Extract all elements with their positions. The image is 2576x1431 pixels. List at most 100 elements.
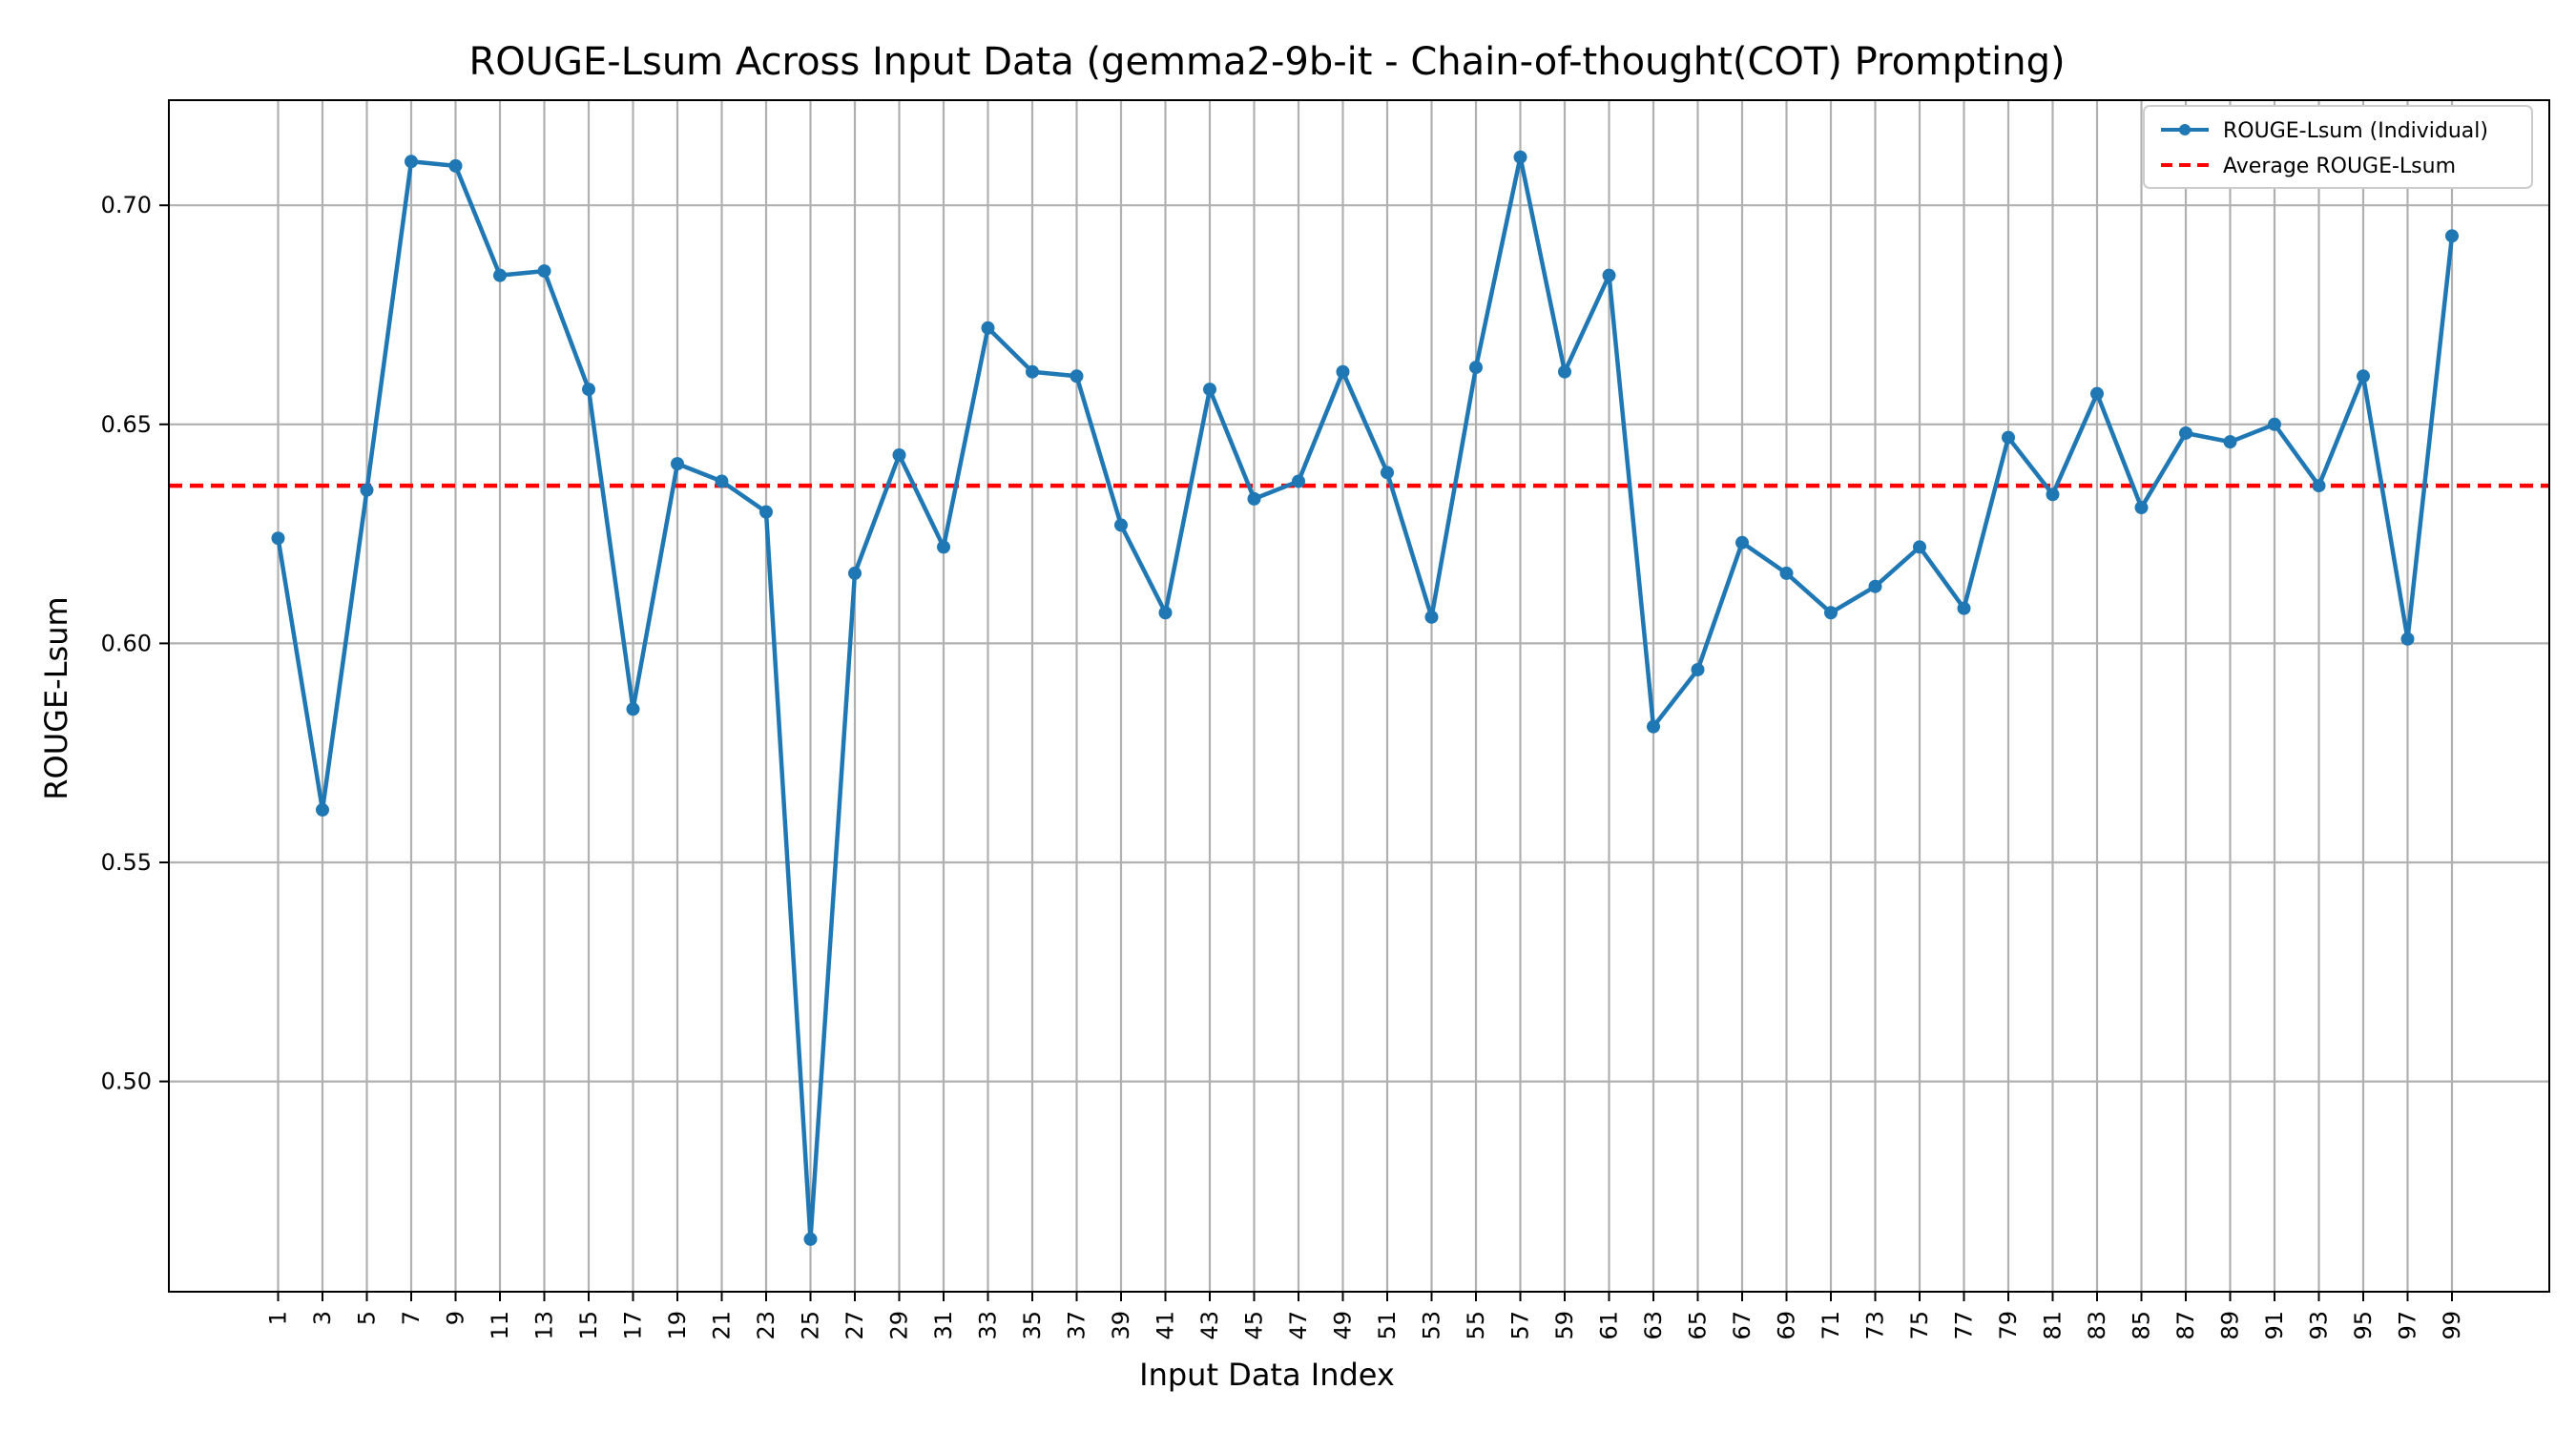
x-axis-label: Input Data Index <box>1139 1357 1395 1393</box>
data-point <box>271 531 285 546</box>
data-point <box>582 383 595 397</box>
data-point <box>759 505 773 519</box>
data-point <box>626 702 640 716</box>
data-point <box>405 155 418 169</box>
x-tick-label: 17 <box>620 1311 647 1340</box>
legend-box <box>2143 105 2533 189</box>
data-point <box>803 1232 818 1246</box>
x-tick-label: 19 <box>664 1311 691 1340</box>
data-point <box>2357 369 2370 384</box>
x-tick-label: 35 <box>1019 1311 1046 1340</box>
x-tick-label: 53 <box>1419 1311 1445 1340</box>
data-point <box>937 540 950 554</box>
x-tick-label: 65 <box>1685 1311 1712 1340</box>
data-point <box>1957 601 1971 615</box>
x-tick-label: 55 <box>1463 1311 1489 1340</box>
x-tick-label: 89 <box>2217 1311 2244 1340</box>
x-tick-label: 73 <box>1862 1311 1889 1340</box>
y-tick-label: 0.60 <box>101 630 152 656</box>
data-point <box>1558 364 1571 379</box>
x-tick-label: 97 <box>2395 1311 2421 1340</box>
y-tick-label: 0.65 <box>101 411 152 438</box>
x-tick-label: 29 <box>886 1311 913 1340</box>
data-point <box>1336 364 1350 379</box>
data-point <box>2445 229 2459 243</box>
x-tick-label: 15 <box>575 1311 602 1340</box>
data-point <box>2179 425 2192 440</box>
x-tick-label: 69 <box>1774 1311 1800 1340</box>
x-tick-label: 45 <box>1241 1311 1268 1340</box>
x-tick-label: 3 <box>309 1311 336 1325</box>
data-point <box>1070 369 1084 384</box>
x-tick-label: 83 <box>2084 1311 2110 1340</box>
x-tick-label: 91 <box>2261 1311 2288 1340</box>
data-point <box>2312 479 2326 493</box>
x-tick-label: 23 <box>753 1311 779 1340</box>
data-point <box>1647 719 1660 734</box>
legend-label-individual: ROUGE-Lsum (Individual) <box>2223 119 2488 143</box>
x-tick-label: 37 <box>1064 1311 1091 1340</box>
x-tick-label: 93 <box>2306 1311 2333 1340</box>
data-point <box>537 264 551 279</box>
data-point <box>1735 535 1749 550</box>
data-point <box>1026 364 1039 379</box>
x-tick-label: 47 <box>1285 1311 1312 1340</box>
data-point <box>1247 491 1261 506</box>
data-point <box>2400 632 2415 646</box>
data-point <box>892 447 906 462</box>
x-tick-label: 41 <box>1153 1311 1179 1340</box>
x-tick-label: 9 <box>443 1311 469 1325</box>
x-tick-label: 81 <box>2040 1311 2067 1340</box>
y-axis-ticks: 0.50 0.55 0.60 0.65 0.70 <box>101 192 169 1095</box>
x-tick-label: 79 <box>1995 1311 2022 1340</box>
data-point <box>1779 566 1794 580</box>
grid <box>169 100 2549 1292</box>
x-tick-label: 13 <box>531 1311 558 1340</box>
data-point <box>848 566 862 580</box>
x-tick-label: 77 <box>1951 1311 1978 1340</box>
data-point <box>1292 474 1305 488</box>
x-tick-label: 21 <box>709 1311 736 1340</box>
data-point <box>1602 268 1616 282</box>
x-tick-label: 99 <box>2439 1311 2465 1340</box>
legend-label-average: Average ROUGE-Lsum <box>2223 155 2456 178</box>
data-point <box>1158 606 1173 620</box>
data-point <box>2046 487 2060 502</box>
data-point <box>360 483 374 497</box>
x-tick-label: 43 <box>1196 1311 1223 1340</box>
x-tick-label: 1 <box>265 1311 292 1325</box>
data-point <box>2090 386 2104 401</box>
x-tick-label: 87 <box>2172 1311 2199 1340</box>
x-tick-label: 75 <box>1906 1311 1933 1340</box>
x-tick-label: 85 <box>2129 1311 2155 1340</box>
x-tick-label: 59 <box>1551 1311 1578 1340</box>
data-point <box>1381 466 1394 480</box>
y-tick-label: 0.70 <box>101 192 152 218</box>
x-tick-label: 25 <box>798 1311 824 1340</box>
x-tick-label: 51 <box>1374 1311 1401 1340</box>
data-point <box>1691 662 1705 676</box>
data-point <box>2002 430 2015 445</box>
legend-marker-individual <box>2179 124 2191 135</box>
data-point <box>2223 435 2237 449</box>
plot-frame <box>168 99 2550 1293</box>
data-point <box>1824 606 1838 620</box>
data-point <box>1469 361 1483 375</box>
x-tick-label: 95 <box>2350 1311 2377 1340</box>
data-point <box>1114 518 1128 532</box>
data-point <box>493 268 507 282</box>
x-tick-label: 33 <box>975 1311 1002 1340</box>
x-tick-label: 11 <box>487 1311 513 1340</box>
x-tick-label: 31 <box>930 1311 957 1340</box>
data-point <box>2134 501 2149 515</box>
series-line-individual <box>276 155 2455 1242</box>
data-point <box>448 158 463 173</box>
data-point <box>1424 610 1439 624</box>
x-tick-label: 61 <box>1596 1311 1623 1340</box>
data-point <box>1203 383 1216 397</box>
x-tick-label: 57 <box>1507 1311 1534 1340</box>
data-point <box>316 802 329 817</box>
data-point <box>671 457 684 471</box>
x-tick-label: 39 <box>1108 1311 1134 1340</box>
